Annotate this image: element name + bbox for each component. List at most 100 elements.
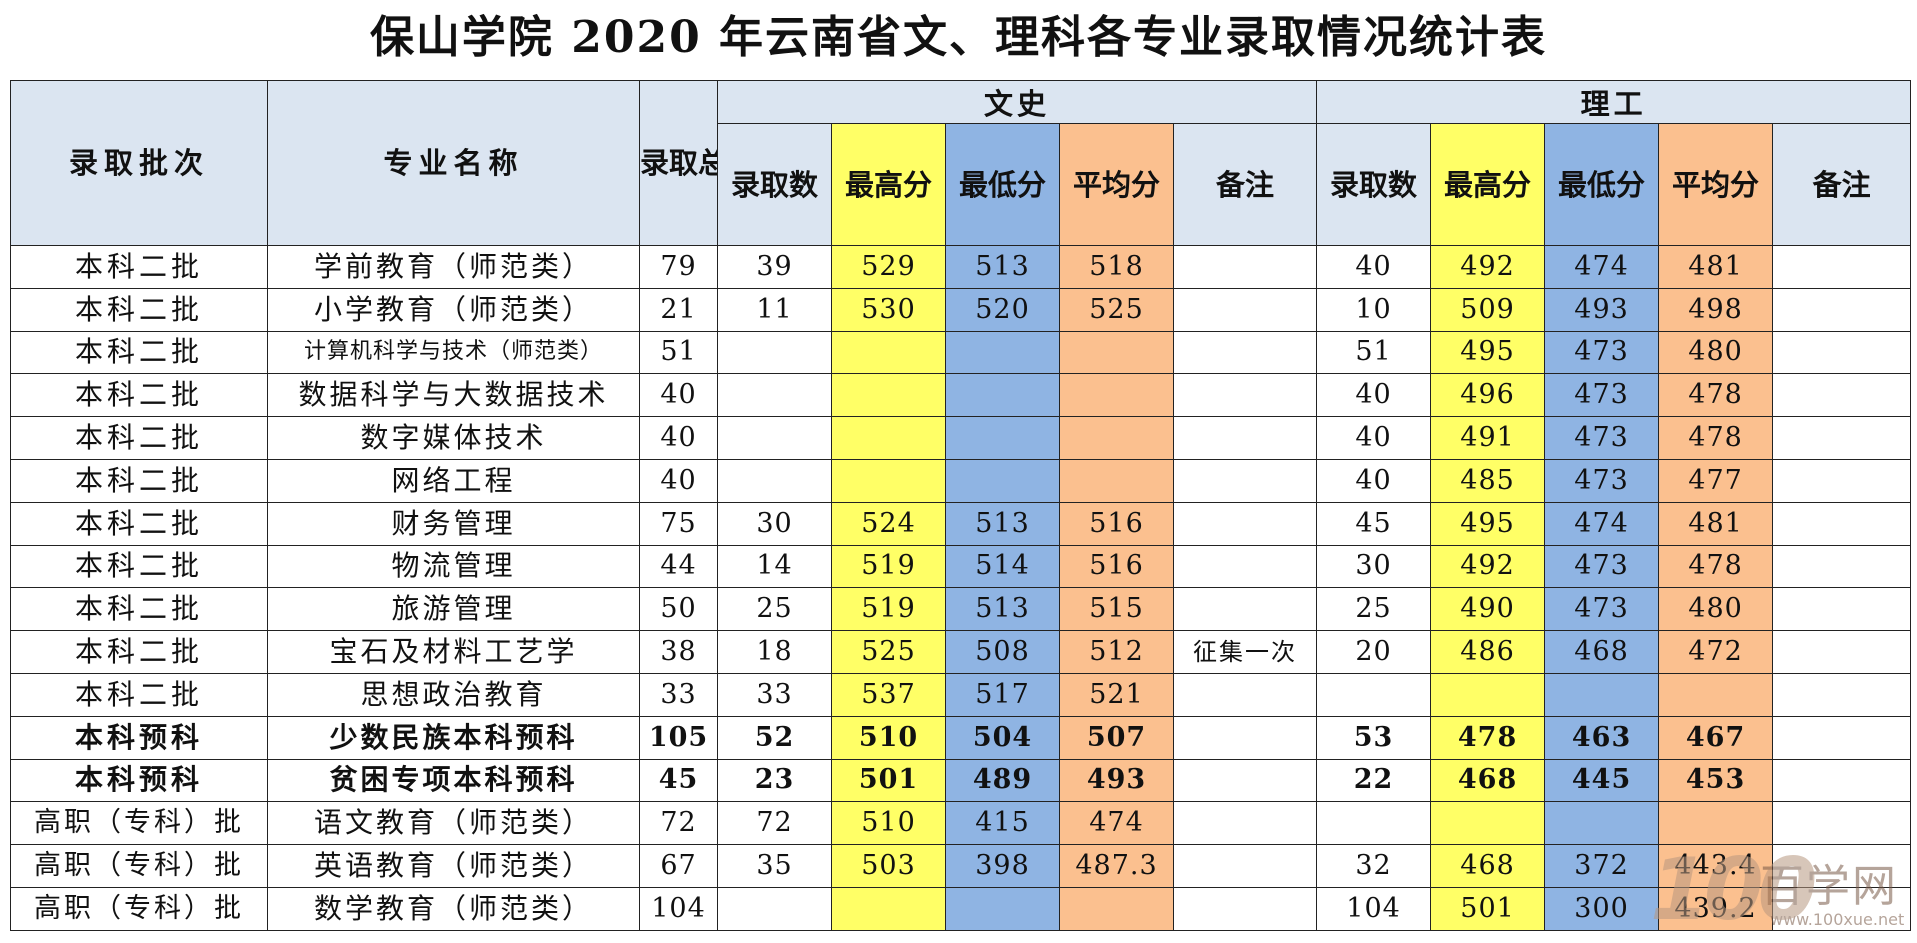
science-count-cell: 40 bbox=[1316, 245, 1432, 289]
arts-note-cell bbox=[1172, 886, 1318, 931]
science-min-cell: 474 bbox=[1544, 501, 1660, 546]
arts-max-cell bbox=[831, 416, 946, 460]
arts-max-cell: 524 bbox=[831, 501, 946, 546]
arts-max-cell: 530 bbox=[831, 287, 946, 332]
science-min-cell: 473 bbox=[1544, 587, 1660, 632]
science-note-cell bbox=[1772, 544, 1912, 589]
science-note-cell bbox=[1772, 501, 1912, 546]
arts-count-cell bbox=[717, 416, 832, 460]
science-note-cell bbox=[1772, 245, 1912, 289]
arts-avg-cell: 515 bbox=[1059, 587, 1174, 632]
arts-note-cell bbox=[1172, 416, 1318, 460]
major-cell: 计算机科学与技术（师范类） bbox=[267, 330, 640, 375]
table-row: 本科预科 少数民族本科预科 105 52 510 504 507 53 478 463 467 bbox=[10, 715, 1912, 760]
total-cell: 33 bbox=[639, 672, 718, 717]
table-body: 本科二批 学前教育（师范类） 79 39 529 513 518 40 492 474 481 本科二… bbox=[10, 245, 1912, 931]
table-row: 高职（专科）批 语文教育（师范类） 72 72 510 415 474 bbox=[10, 801, 1912, 846]
science-count-cell: 25 bbox=[1316, 587, 1432, 632]
science-max-cell: 468 bbox=[1430, 844, 1546, 888]
table-row: 本科二批 小学教育（师范类） 21 11 530 520 525 10 509 493 498 bbox=[10, 287, 1912, 332]
arts-count-cell bbox=[717, 330, 832, 375]
science-avg-cell: 477 bbox=[1658, 458, 1774, 503]
science-note-cell bbox=[1772, 416, 1912, 460]
science-min-cell: 468 bbox=[1544, 630, 1660, 674]
science-count-cell: 22 bbox=[1316, 758, 1432, 803]
arts-avg-cell: 516 bbox=[1059, 501, 1174, 546]
science-max-cell: 485 bbox=[1430, 458, 1546, 503]
science-count-cell: 51 bbox=[1316, 330, 1432, 375]
arts-note-cell bbox=[1172, 844, 1318, 888]
batch-cell: 本科预科 bbox=[10, 758, 268, 803]
table-row: 本科二批 物流管理 44 14 519 514 516 30 492 473 478 bbox=[10, 544, 1912, 589]
arts-count-cell: 39 bbox=[717, 245, 832, 289]
science-min-cell: 493 bbox=[1544, 287, 1660, 332]
arts-count-cell: 35 bbox=[717, 844, 832, 888]
arts-count-cell: 14 bbox=[717, 544, 832, 589]
arts-avg-cell bbox=[1059, 458, 1174, 503]
admission-table: 录取批次 专业名称 录取总数 文史 理工 录取数 最高分 最低分 平均分 备注 … bbox=[10, 80, 1912, 931]
arts-min-cell bbox=[945, 886, 1060, 931]
science-count-cell: 20 bbox=[1316, 630, 1432, 674]
major-cell: 学前教育（师范类） bbox=[267, 245, 640, 289]
science-avg-cell: 467 bbox=[1658, 715, 1774, 760]
major-cell: 英语教育（师范类） bbox=[267, 844, 640, 888]
science-avg-cell: 478 bbox=[1658, 373, 1774, 418]
arts-note-cell bbox=[1172, 715, 1318, 760]
total-cell: 51 bbox=[639, 330, 718, 375]
science-note-cell bbox=[1772, 330, 1912, 375]
batch-cell: 高职（专科）批 bbox=[10, 801, 268, 846]
page-title: 保山学院 2020 年云南省文、理科各专业录取情况统计表 bbox=[369, 12, 1548, 63]
total-cell: 50 bbox=[639, 587, 718, 632]
science-max-cell: 491 bbox=[1430, 416, 1546, 460]
arts-max-cell bbox=[831, 458, 946, 503]
arts-min-cell: 489 bbox=[945, 758, 1060, 803]
watermark: 100 百学网 www.100xue.net bbox=[1650, 840, 1910, 940]
header-science-avg: 平均分 bbox=[1658, 123, 1774, 246]
arts-note-cell bbox=[1172, 458, 1318, 503]
arts-count-cell: 52 bbox=[717, 715, 832, 760]
arts-avg-cell bbox=[1059, 330, 1174, 375]
arts-avg-cell: 512 bbox=[1059, 630, 1174, 674]
major-cell: 网络工程 bbox=[267, 458, 640, 503]
header-arts-count: 录取数 bbox=[717, 123, 832, 246]
major-cell: 语文教育（师范类） bbox=[267, 801, 640, 846]
total-cell: 67 bbox=[639, 844, 718, 888]
science-max-cell: 468 bbox=[1430, 758, 1546, 803]
science-avg-cell: 480 bbox=[1658, 330, 1774, 375]
arts-max-cell: 501 bbox=[831, 758, 946, 803]
total-cell: 105 bbox=[639, 715, 718, 760]
science-min-cell: 474 bbox=[1544, 245, 1660, 289]
science-count-cell bbox=[1316, 801, 1432, 846]
science-count-cell: 10 bbox=[1316, 287, 1432, 332]
batch-cell: 高职（专科）批 bbox=[10, 844, 268, 888]
arts-avg-cell bbox=[1059, 886, 1174, 931]
table-row: 高职（专科）批 数学教育（师范类） 104 104 501 300 439.2 bbox=[10, 886, 1912, 931]
science-avg-cell: 443.4 bbox=[1658, 844, 1774, 888]
science-max-cell: 495 bbox=[1430, 330, 1546, 375]
arts-avg-cell: 518 bbox=[1059, 245, 1174, 289]
science-note-cell bbox=[1772, 886, 1912, 931]
arts-count-cell: 18 bbox=[717, 630, 832, 674]
major-cell: 旅游管理 bbox=[267, 587, 640, 632]
science-count-cell: 40 bbox=[1316, 458, 1432, 503]
total-cell: 40 bbox=[639, 416, 718, 460]
total-cell: 75 bbox=[639, 501, 718, 546]
table-row: 本科预科 贫困专项本科预科 45 23 501 489 493 22 468 445 453 bbox=[10, 758, 1912, 803]
table-row: 本科二批 学前教育（师范类） 79 39 529 513 518 40 492 474 481 bbox=[10, 245, 1912, 289]
arts-max-cell: 519 bbox=[831, 587, 946, 632]
science-min-cell bbox=[1544, 672, 1660, 717]
arts-max-cell: 503 bbox=[831, 844, 946, 888]
batch-cell: 本科二批 bbox=[10, 544, 268, 589]
table-row: 本科二批 宝石及材料工艺学 38 18 525 508 512 征集一次 20 486 468 472 bbox=[10, 630, 1912, 674]
science-max-cell bbox=[1430, 801, 1546, 846]
watermark-url: www.100xue.net bbox=[1770, 910, 1905, 929]
total-cell: 40 bbox=[639, 373, 718, 418]
science-min-cell: 300 bbox=[1544, 886, 1660, 931]
total-cell: 40 bbox=[639, 458, 718, 503]
arts-min-cell: 520 bbox=[945, 287, 1060, 332]
science-max-cell: 490 bbox=[1430, 587, 1546, 632]
total-cell: 45 bbox=[639, 758, 718, 803]
science-note-cell bbox=[1772, 715, 1912, 760]
arts-min-cell bbox=[945, 458, 1060, 503]
arts-note-cell bbox=[1172, 758, 1318, 803]
